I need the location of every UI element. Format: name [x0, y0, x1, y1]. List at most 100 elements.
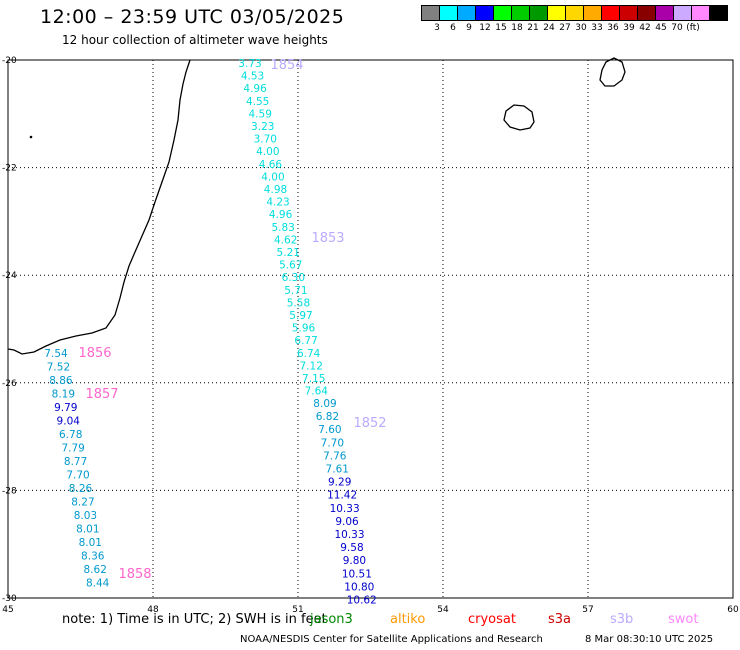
legend-swatch — [565, 5, 584, 21]
wave-height-reading: 4.96 — [243, 83, 267, 95]
reunion-island — [503, 104, 535, 131]
legend-swatch — [691, 5, 710, 21]
wave-height-reading: 10.33 — [334, 529, 364, 541]
wave-height-reading: 11.42 — [327, 490, 357, 502]
wave-height-reading: 10.62 — [347, 595, 377, 607]
mission-label-altiko: altiko — [390, 612, 426, 627]
page-subtitle: 12 hour collection of altimeter wave hei… — [62, 33, 328, 47]
wave-height-reading: 5.83 — [271, 222, 294, 234]
wave-height-reading: 8.19 — [52, 389, 75, 401]
wave-height-reading: 3.70 — [254, 134, 277, 146]
lat-tick-label: -28 — [2, 486, 17, 496]
legend-label: 18 — [511, 23, 523, 33]
legend-swatch — [547, 5, 566, 21]
legend-label: 39 — [623, 23, 635, 33]
lon-tick-label: 60 — [727, 605, 739, 615]
pass-number-label: 1858 — [118, 567, 151, 582]
legend-swatch — [637, 5, 656, 21]
wave-height-reading: 4.96 — [269, 209, 293, 221]
legend-swatch — [601, 5, 620, 21]
lon-tick-label: 51 — [292, 605, 303, 615]
legend-label: 9 — [466, 23, 472, 33]
credit-timestamp: 8 Mar 08:30:10 UTC 2025 — [585, 634, 714, 645]
legend-swatch — [493, 5, 512, 21]
wave-height-reading: 4.55 — [246, 96, 269, 108]
pass-number-label: 1853 — [311, 231, 344, 246]
wave-height-reading: 4.23 — [266, 197, 289, 209]
wave-height-reading: 4.00 — [261, 171, 284, 183]
legend-swatch — [583, 5, 602, 21]
wave-height-reading: 8.44 — [86, 578, 110, 590]
mission-label-jason3: jason3 — [310, 612, 353, 627]
legend-swatch — [421, 5, 440, 21]
wave-height-reading: 7.15 — [302, 373, 325, 385]
wave-height-reading: 3.23 — [251, 121, 274, 133]
coastlines — [7, 57, 626, 355]
wave-height-reading: 4.59 — [249, 108, 272, 120]
legend-swatch — [673, 5, 692, 21]
wave-height-reading: 7.60 — [318, 424, 341, 436]
mission-label-s3a: s3a — [548, 612, 572, 627]
wave-height-reading: 4.00 — [256, 146, 279, 158]
lat-tick-label: -20 — [2, 56, 17, 66]
legend-label: 21 — [527, 23, 539, 33]
color-legend: 3 6 9 12 15 18 21 24 27 30 33 36 39 42 45 70 (ft) — [421, 5, 728, 35]
mission-label-s3b: s3b — [610, 612, 634, 627]
wave-height-reading: 10.80 — [344, 581, 374, 593]
wave-height-reading: 8.26 — [69, 483, 93, 495]
legend-swatch — [619, 5, 638, 21]
pass-number-label: 1854 — [270, 58, 303, 73]
wave-height-reading: 5.21 — [277, 247, 300, 259]
legend-label: 3 — [434, 23, 440, 33]
legend-label: 27 — [559, 23, 571, 33]
madagascar-coastline — [7, 59, 191, 355]
wave-height-reading: 8.77 — [64, 456, 87, 468]
legend-label: 15 — [495, 23, 507, 33]
lat-tick-label: -26 — [2, 379, 17, 389]
wave-height-reading: 5.96 — [292, 323, 316, 335]
wave-height-reading: 4.98 — [264, 184, 287, 196]
islet — [29, 135, 33, 139]
legend-label: 45 — [655, 23, 667, 33]
lat-tick-label: -22 — [2, 164, 17, 174]
wave-height-reading: 5.67 — [279, 260, 302, 272]
lon-tick-label: 57 — [582, 605, 593, 615]
legend-label: 6 — [450, 23, 456, 33]
legend-swatch — [709, 5, 728, 21]
pass-number-label: 1852 — [353, 416, 386, 431]
mission-label-swot: swot — [668, 612, 699, 627]
wave-height-reading: 9.29 — [328, 477, 351, 489]
wave-height-reading: 8.27 — [71, 497, 94, 509]
wave-height-reading: 8.36 — [81, 551, 105, 563]
wave-height-reading: 6.77 — [294, 335, 317, 347]
lat-tick-label: -24 — [2, 271, 17, 281]
legend-labels: 3 6 9 12 15 18 21 24 27 30 33 36 39 42 45 70 (ft) — [421, 21, 727, 35]
lon-tick-label: 45 — [2, 605, 13, 615]
legend-label: 24 — [543, 23, 555, 33]
wave-height-reading: 9.06 — [335, 516, 359, 528]
wave-height-reading: 7.54 — [44, 348, 68, 360]
wave-height-reading: 8.09 — [313, 398, 336, 410]
legend-swatch — [439, 5, 458, 21]
page-title: 12:00 – 23:59 UTC 03/05/2025 — [40, 6, 345, 28]
wave-height-reading: 7.79 — [61, 443, 84, 455]
lat-tick-label: -30 — [2, 594, 17, 604]
axis-labels: 45 48 51 54 57 60 -20 -22 -24 -26 -28 -30 — [2, 56, 739, 615]
legend-label: 30 — [575, 23, 587, 33]
legend-label: 12 — [479, 23, 491, 33]
wave-height-reading: 6.74 — [297, 348, 321, 360]
legend-label: 33 — [591, 23, 603, 33]
wave-height-reading: 7.12 — [300, 360, 323, 372]
wave-height-reading: 7.70 — [66, 470, 89, 482]
map-grid — [7, 59, 734, 599]
legend-swatch — [655, 5, 674, 21]
wave-height-reading: 6.78 — [59, 429, 82, 441]
map-frame — [7, 59, 734, 599]
wave-height-reading: 8.01 — [76, 524, 99, 536]
mission-label-cryosat: cryosat — [468, 612, 516, 627]
legend-label: 70 — [671, 23, 683, 33]
wave-height-reading: 8.86 — [49, 375, 73, 387]
wave-height-reading: 5.97 — [289, 310, 312, 322]
wave-height-reading: 6.82 — [316, 411, 339, 423]
